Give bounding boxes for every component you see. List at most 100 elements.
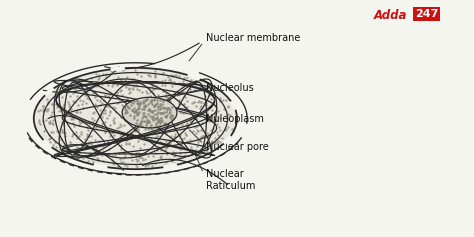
Point: [69, 132, 77, 136]
Point: [147, 98, 155, 102]
Point: [178, 137, 185, 141]
Point: [129, 87, 137, 91]
Point: [208, 97, 215, 101]
Point: [164, 106, 171, 110]
Point: [101, 111, 109, 115]
Point: [158, 114, 165, 118]
Point: [197, 104, 205, 108]
Point: [176, 156, 183, 160]
Point: [153, 115, 161, 118]
Point: [176, 151, 183, 155]
Point: [39, 109, 47, 113]
Point: [117, 136, 125, 139]
Point: [155, 147, 162, 151]
Point: [152, 132, 160, 136]
Point: [198, 136, 205, 140]
Point: [151, 114, 158, 117]
Point: [98, 153, 105, 156]
Point: [146, 73, 153, 77]
Point: [150, 98, 158, 102]
Point: [158, 119, 165, 123]
Point: [137, 120, 144, 124]
Point: [162, 106, 169, 110]
Point: [183, 91, 191, 95]
Point: [94, 105, 101, 109]
Point: [174, 122, 182, 126]
Point: [105, 95, 113, 99]
Point: [168, 105, 175, 109]
Point: [195, 99, 202, 103]
Point: [137, 101, 144, 105]
Point: [152, 117, 159, 120]
Point: [80, 78, 87, 82]
Point: [140, 104, 148, 108]
Point: [203, 131, 211, 135]
Point: [114, 96, 122, 99]
Point: [125, 87, 133, 91]
Point: [132, 111, 139, 115]
Point: [143, 97, 151, 101]
Point: [122, 142, 130, 146]
Point: [154, 93, 162, 97]
Point: [68, 142, 75, 146]
Point: [109, 161, 117, 164]
Point: [228, 127, 236, 130]
Point: [216, 98, 224, 102]
Point: [134, 112, 142, 116]
Point: [187, 145, 194, 148]
Point: [81, 93, 88, 96]
Point: [136, 121, 143, 125]
Point: [91, 138, 99, 142]
Point: [147, 137, 155, 141]
Point: [133, 99, 141, 103]
Point: [134, 102, 142, 106]
Point: [162, 115, 169, 119]
Point: [58, 147, 65, 151]
Point: [153, 115, 160, 119]
Point: [137, 119, 145, 123]
Point: [54, 129, 61, 133]
Point: [160, 106, 167, 110]
Point: [119, 156, 127, 160]
Point: [176, 102, 183, 106]
Point: [91, 153, 98, 157]
Point: [125, 105, 132, 109]
Point: [155, 145, 163, 149]
Point: [183, 125, 191, 129]
Point: [59, 122, 66, 126]
Point: [192, 82, 200, 85]
Point: [134, 73, 141, 76]
Point: [179, 79, 187, 83]
Point: [46, 119, 54, 123]
Point: [179, 90, 187, 93]
Point: [197, 100, 204, 104]
Point: [149, 116, 156, 120]
Point: [162, 139, 169, 143]
Point: [194, 140, 202, 144]
Point: [72, 87, 79, 91]
Point: [145, 163, 152, 167]
Point: [151, 117, 159, 121]
Point: [111, 69, 119, 73]
Point: [137, 155, 144, 159]
Point: [125, 99, 133, 103]
Point: [133, 99, 140, 102]
Point: [114, 164, 121, 168]
Point: [142, 163, 150, 167]
Point: [166, 108, 174, 112]
Point: [155, 102, 162, 105]
Point: [84, 128, 91, 132]
Point: [93, 83, 101, 87]
Point: [53, 105, 61, 109]
Point: [110, 120, 118, 124]
Point: [169, 137, 176, 141]
Point: [95, 76, 102, 80]
Point: [123, 82, 131, 86]
Point: [46, 140, 54, 144]
Point: [122, 110, 129, 114]
Point: [39, 104, 46, 107]
Point: [122, 104, 130, 108]
Point: [132, 121, 139, 125]
Point: [146, 120, 153, 124]
Point: [162, 114, 170, 118]
